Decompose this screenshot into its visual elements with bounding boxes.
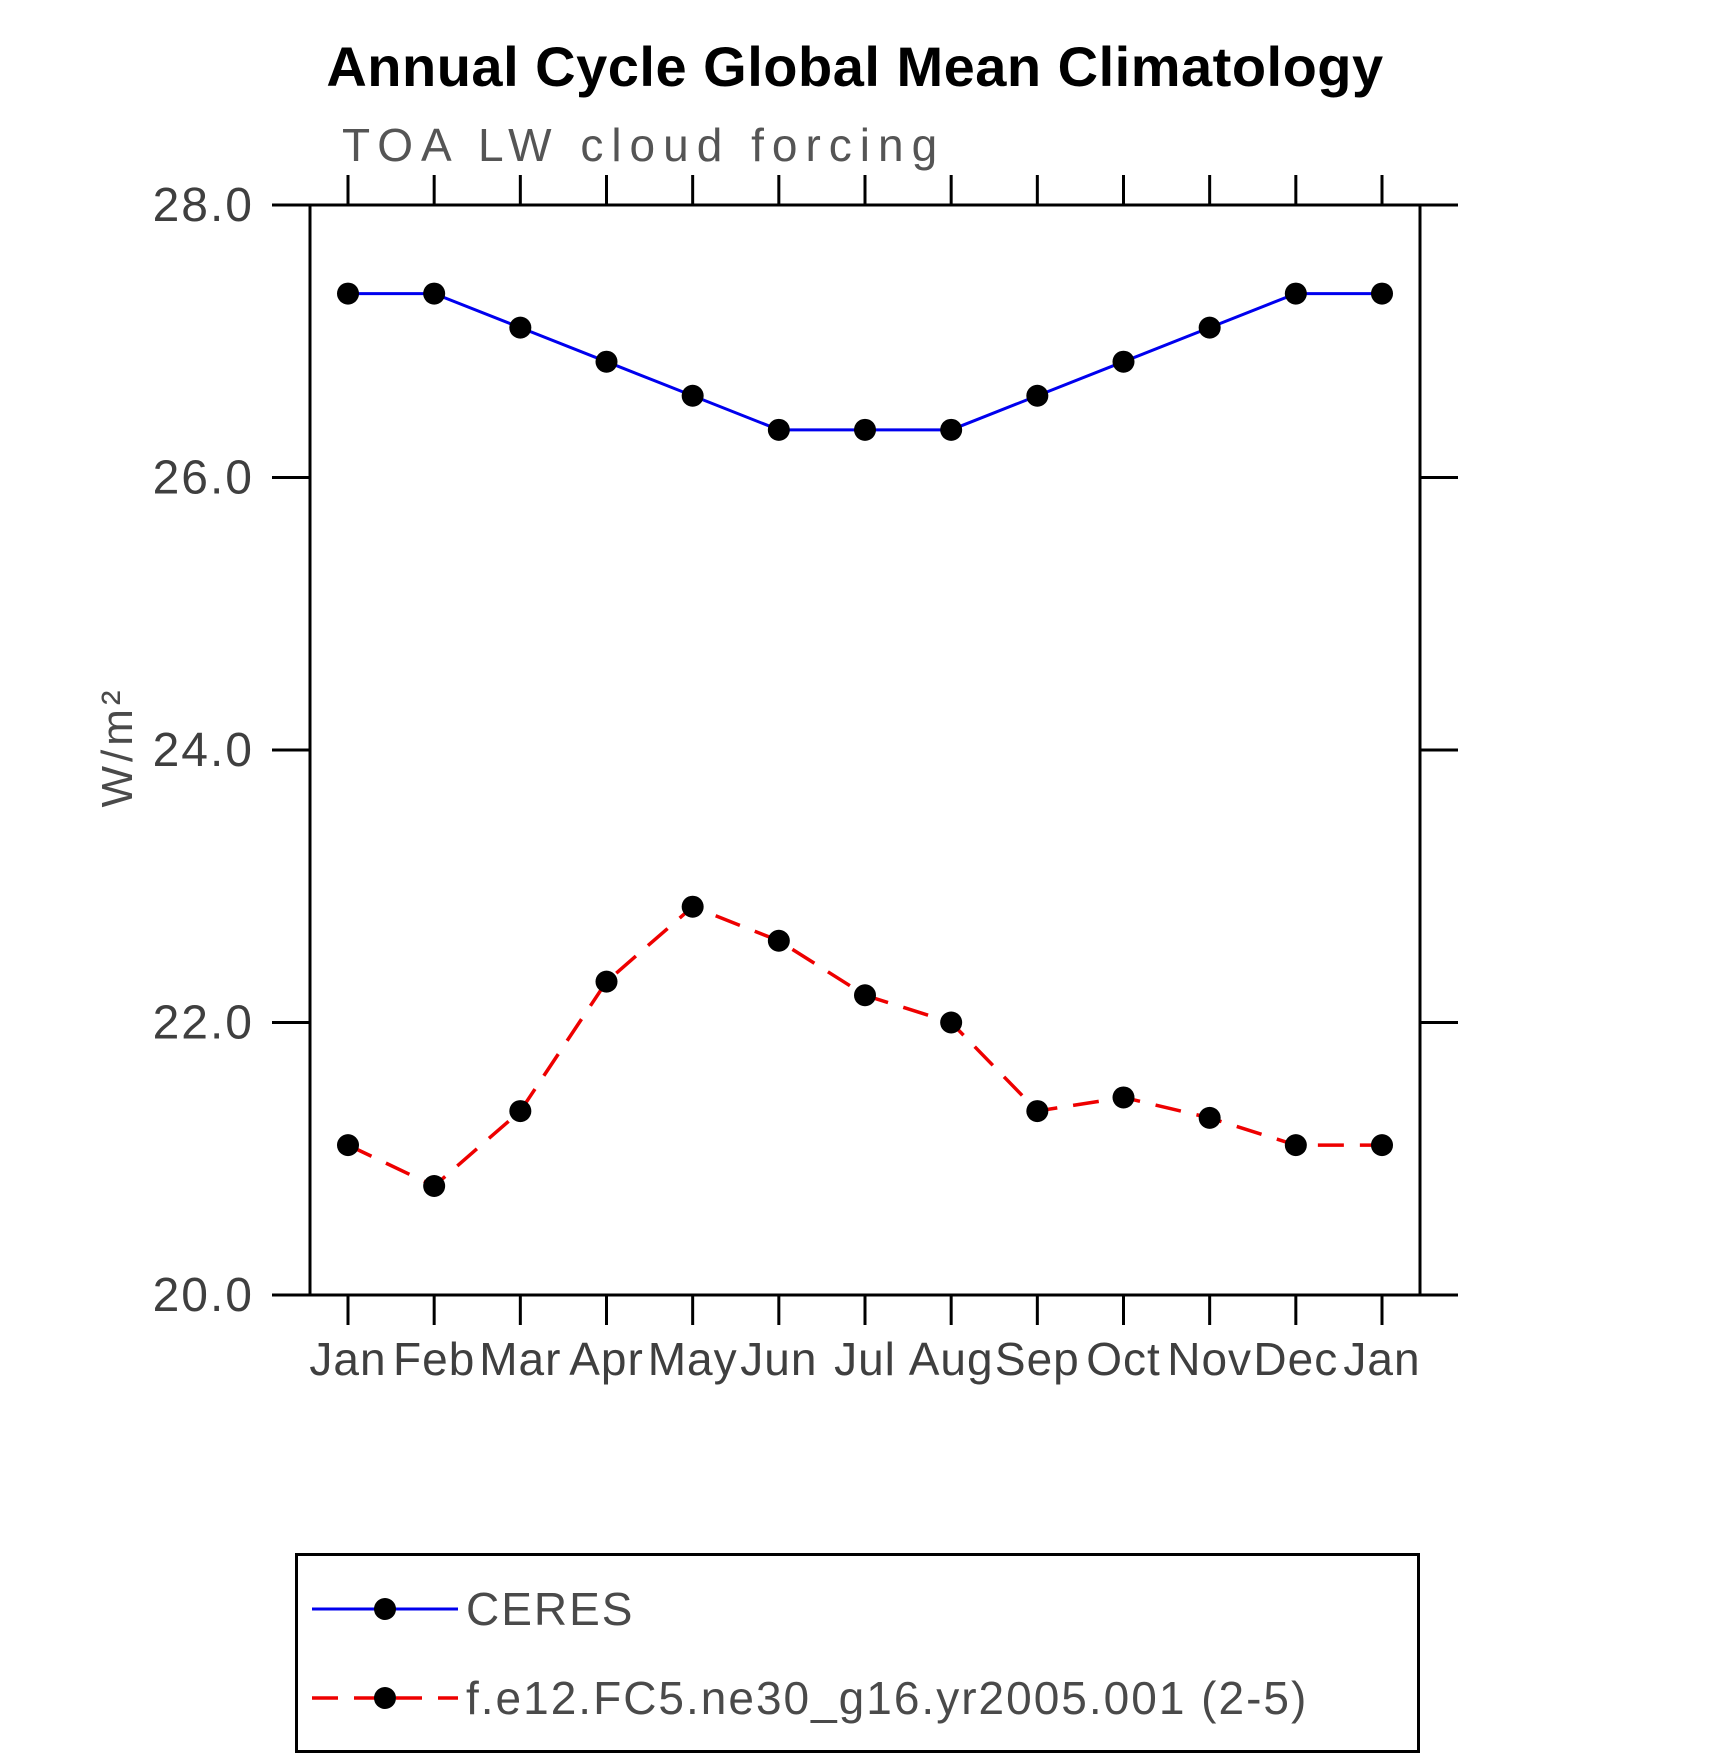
y-tick-label: 22.0	[153, 997, 254, 1050]
x-tick-label: Jul	[834, 1333, 896, 1385]
x-tick-label: May	[648, 1333, 738, 1385]
chart-title: Annual Cycle Global Mean Climatology	[326, 35, 1384, 98]
y-tick-label: 26.0	[153, 452, 254, 505]
x-tick-label: Jan	[309, 1333, 386, 1385]
y-tick-label: 24.0	[153, 724, 254, 777]
series-marker-0	[423, 282, 446, 305]
series-marker-1	[1284, 1134, 1307, 1157]
x-tick-label: Apr	[569, 1333, 644, 1385]
legend-label-ceres: CERES	[466, 1582, 635, 1635]
series-marker-0	[1371, 282, 1393, 305]
series-marker-1	[767, 929, 790, 952]
ceres-line-sample	[312, 1597, 458, 1620]
ceres-sample-marker	[374, 1597, 396, 1620]
series-marker-1	[595, 970, 618, 993]
x-tick-label: Oct	[1086, 1333, 1161, 1385]
x-tick-label: Sep	[995, 1333, 1080, 1385]
series-marker-1	[423, 1175, 446, 1197]
x-tick-label: Jan	[1343, 1333, 1420, 1385]
y-tick-label: 28.0	[153, 179, 254, 232]
series-marker-0	[940, 418, 963, 441]
chart-subtitle: TOA LW cloud forcing	[342, 119, 946, 171]
x-tick-label: Feb	[393, 1333, 475, 1385]
series-marker-1	[509, 1100, 532, 1123]
series-marker-0	[1112, 350, 1135, 373]
x-tick-label: Jun	[740, 1333, 817, 1385]
series-marker-1	[1198, 1106, 1221, 1129]
series-marker-0	[681, 384, 704, 407]
series-marker-0	[854, 418, 876, 441]
series-marker-1	[681, 895, 704, 918]
x-tick-label: Nov	[1167, 1333, 1252, 1385]
legend-item-model: f.e12.FC5.ne30_g16.yr2005.001 (2-5)	[310, 1671, 1417, 1725]
x-tick-label: Aug	[909, 1333, 994, 1385]
y-tick-label: 20.0	[153, 1269, 254, 1322]
series-marker-1	[854, 984, 876, 1007]
series-marker-1	[940, 1011, 963, 1034]
series-marker-1	[1112, 1086, 1135, 1109]
series-marker-1	[1371, 1134, 1393, 1157]
series-line-1	[347, 904, 1382, 1189]
legend-item-ceres: CERES	[310, 1582, 1417, 1636]
x-tick-label: Mar	[479, 1333, 561, 1385]
series-marker-0	[337, 282, 359, 305]
series-marker-0	[767, 418, 790, 441]
series-marker-0	[1198, 316, 1221, 339]
legend: CERES f.e12.FC5.ne30_g16.yr2005.001 (2-5…	[295, 1553, 1420, 1753]
series-marker-0	[595, 350, 618, 373]
series-marker-0	[1026, 384, 1049, 407]
series-marker-0	[1284, 282, 1307, 305]
series-marker-1	[337, 1134, 359, 1157]
series-marker-0	[509, 316, 532, 339]
series-marker-1	[1026, 1100, 1049, 1123]
series-line-0	[348, 292, 1382, 432]
x-tick-label: Dec	[1253, 1333, 1338, 1385]
model-sample-marker	[374, 1686, 396, 1709]
legend-label-model: f.e12.FC5.ne30_g16.yr2005.001 (2-5)	[466, 1671, 1309, 1724]
model-line-sample	[312, 1686, 458, 1709]
